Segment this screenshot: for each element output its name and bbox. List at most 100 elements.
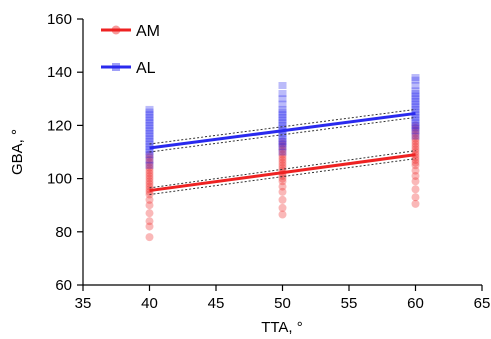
data-point [145, 222, 154, 231]
data-point [145, 119, 154, 127]
data-point [145, 132, 154, 140]
data-point [145, 129, 154, 137]
regression-line [149, 111, 416, 150]
data-point [145, 174, 154, 183]
data-point [278, 82, 287, 89]
data-point [411, 108, 420, 116]
data-point [145, 171, 154, 180]
x-axis: 35 40 45 50 55 60 65 [75, 284, 491, 312]
data-point [411, 127, 420, 135]
y-axis: 60 80 100 120 140 160 [47, 11, 84, 294]
x-axis-label: TTA, ° [261, 319, 303, 336]
data-point [145, 161, 154, 170]
data-point [145, 201, 154, 210]
data-point [145, 121, 154, 129]
data-point [278, 111, 287, 119]
data-point [411, 87, 420, 95]
data-point [278, 177, 287, 186]
data-point [278, 108, 287, 116]
x-tick-label: 50 [274, 295, 291, 312]
data-point [145, 163, 154, 172]
data-point [278, 89, 287, 97]
regression-line [149, 153, 416, 193]
data-point [411, 158, 420, 167]
data-point [411, 132, 420, 140]
data-point [278, 203, 287, 212]
data-point [145, 166, 154, 175]
legend-item-al: AL [101, 60, 156, 77]
data-point [411, 145, 420, 154]
data-point [411, 137, 420, 146]
data-point [145, 135, 154, 143]
data-point [145, 105, 154, 113]
data-point [145, 161, 154, 169]
data-point [278, 129, 287, 137]
data-point [411, 119, 420, 127]
data-point [278, 137, 287, 146]
data-point [145, 153, 154, 162]
data-point [411, 92, 420, 100]
data-point [145, 127, 154, 135]
data-point [145, 169, 154, 178]
data-point [411, 134, 420, 143]
data-point [411, 74, 420, 82]
data-point [145, 124, 154, 132]
data-point [145, 116, 154, 124]
x-tick-label: 60 [407, 295, 424, 312]
data-point [278, 100, 287, 108]
data-point [411, 140, 420, 149]
data-point [278, 105, 287, 113]
data-point [145, 151, 154, 159]
data-point [411, 132, 420, 141]
data-point [411, 95, 420, 103]
data-point [145, 158, 154, 167]
ci-upper-line [149, 108, 416, 145]
y-axis-label: GBA, ° [9, 129, 26, 175]
data-point [145, 179, 154, 188]
data-point [411, 103, 420, 111]
data-point [411, 121, 420, 129]
data-point [411, 193, 420, 202]
series-am-fit [149, 150, 416, 196]
data-point [145, 150, 154, 159]
legend-label: AL [136, 60, 156, 77]
data-point [411, 76, 420, 84]
data-point [145, 108, 154, 116]
data-point [278, 116, 287, 124]
data-point [278, 132, 287, 140]
data-point [411, 82, 420, 89]
data-point [278, 135, 287, 143]
x-tick-label: 35 [75, 295, 92, 312]
data-point [145, 155, 154, 164]
data-point [278, 119, 287, 127]
data-point [278, 140, 287, 149]
y-tick-label: 100 [47, 171, 72, 188]
data-point [145, 145, 154, 153]
data-point [411, 142, 420, 151]
data-point [411, 97, 420, 105]
data-point [411, 124, 420, 132]
ci-lower-line [149, 158, 416, 196]
data-point [411, 155, 420, 164]
data-point [278, 148, 287, 156]
data-point [278, 145, 287, 154]
data-point [145, 177, 154, 186]
data-point [278, 155, 287, 164]
data-point [278, 158, 287, 167]
x-tick-label: 65 [474, 295, 491, 312]
data-point [411, 171, 420, 180]
y-tick-label: 120 [47, 117, 72, 134]
data-point [411, 116, 420, 124]
data-point [278, 153, 287, 162]
fit-lines [149, 108, 416, 196]
data-point [145, 195, 154, 204]
y-tick-label: 160 [47, 11, 72, 28]
data-points [145, 74, 420, 242]
ci-lower-line [149, 116, 416, 153]
data-point [278, 113, 287, 121]
data-point [145, 137, 154, 145]
data-point [278, 137, 287, 145]
legend-marker [111, 25, 121, 35]
data-point [278, 182, 287, 191]
data-point [278, 187, 287, 196]
